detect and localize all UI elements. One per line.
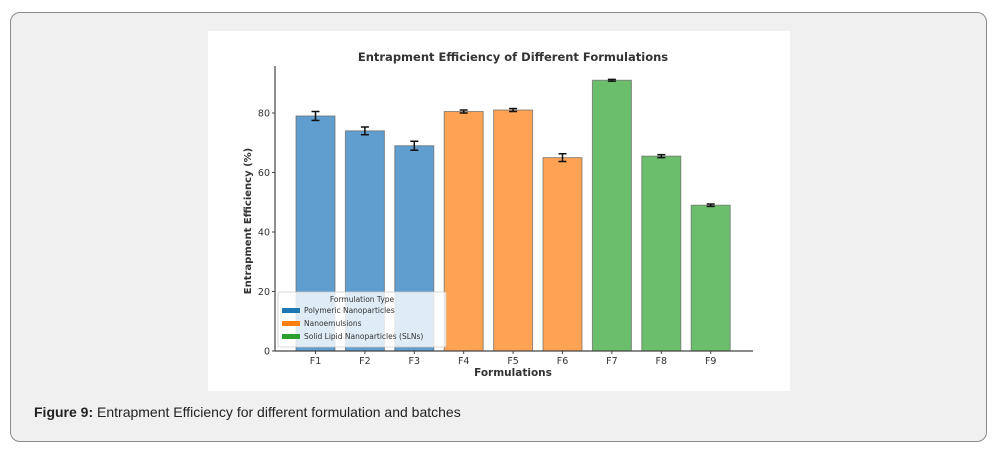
legend-title: Formulation Type: [330, 295, 395, 304]
x-tick-label: F6: [557, 356, 569, 367]
caption-label: Figure 9:: [34, 404, 94, 420]
x-axis-label: Formulations: [474, 367, 552, 379]
bar-f6: [542, 157, 583, 352]
x-tick-label: F4: [458, 356, 470, 367]
chart-figure: Entrapment Efficiency of Different Formu…: [208, 31, 790, 391]
y-tick-label: 0: [264, 347, 270, 358]
figure-caption: Figure 9: Entrapment Efficiency for diff…: [34, 404, 461, 420]
bar-f7: [591, 79, 632, 352]
legend-entry: Polymeric Nanoparticles: [304, 306, 395, 315]
chart-title: Entrapment Efficiency of Different Formu…: [358, 50, 668, 64]
legend-swatch: [282, 321, 300, 326]
y-tick-label: 60: [258, 168, 270, 179]
x-tick-label: F2: [359, 356, 371, 367]
y-tick-label: 20: [258, 287, 270, 298]
y-axis-label: Entrapment Efficiency (%): [243, 148, 254, 294]
legend-box: [277, 291, 447, 348]
x-tick-label: F7: [606, 356, 618, 367]
y-tick-label: 80: [258, 109, 270, 120]
bar-chart: Entrapment Efficiency of Different Formu…: [243, 50, 753, 379]
legend-entry: Nanoemulsions: [304, 319, 362, 328]
x-tick-label: F9: [705, 356, 717, 367]
x-tick-label: F8: [656, 356, 668, 367]
bar-f4: [443, 111, 484, 352]
legend-swatch: [282, 308, 300, 313]
caption-text: Entrapment Efficiency for different form…: [93, 404, 461, 420]
x-tick-label: F1: [310, 356, 322, 367]
bar-f9: [690, 204, 731, 352]
bar-f5: [493, 109, 534, 352]
x-tick-label: F5: [507, 356, 519, 367]
bar-f8: [641, 155, 682, 352]
legend-swatch: [282, 334, 300, 339]
x-tick-label: F3: [409, 356, 421, 367]
y-tick-label: 40: [258, 228, 270, 239]
legend-entry: Solid Lipid Nanoparticles (SLNs): [304, 332, 423, 341]
